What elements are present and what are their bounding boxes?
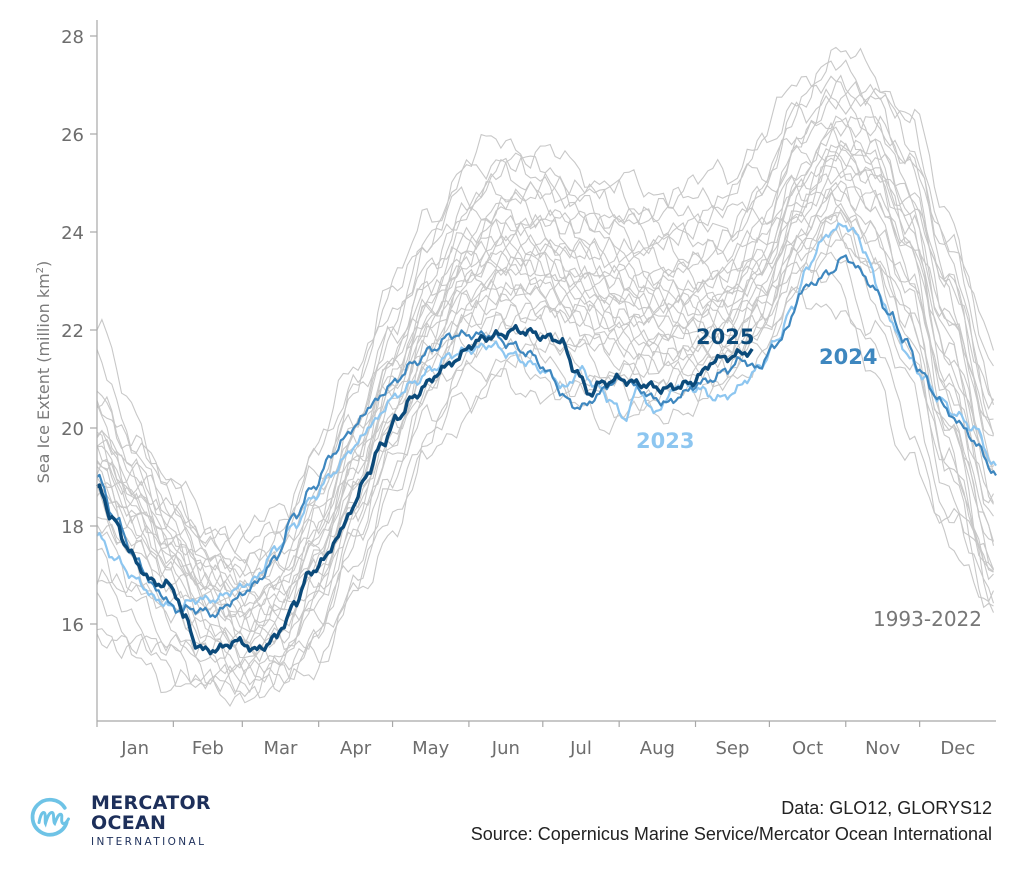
data-credit: Data: GLO12, GLORYS12 bbox=[781, 798, 992, 818]
y-tick-label: 22 bbox=[61, 321, 84, 342]
background-year-line bbox=[96, 139, 994, 612]
y-axis-title-main: Sea Ice Extent (million km bbox=[34, 273, 53, 483]
background-year-line bbox=[96, 232, 994, 694]
background-year-line bbox=[96, 202, 994, 666]
sea-ice-chart: 16 18 20 22 24 26 28 Jan Feb Mar Apr May Jun Jul Aug S… bbox=[34, 20, 997, 759]
series-line-2024 bbox=[96, 254, 997, 619]
y-axis-title-end: ) bbox=[34, 261, 53, 267]
background-year-line bbox=[96, 154, 994, 624]
background-year-line bbox=[96, 156, 994, 633]
x-tick-label: Feb bbox=[192, 738, 224, 759]
x-tick-label: Apr bbox=[340, 738, 372, 759]
x-ticks: Jan Feb Mar Apr May Jun Jul Aug Sep Oct Nov Dec bbox=[96, 721, 975, 759]
y-tick-label: 18 bbox=[61, 517, 84, 538]
x-tick-label: Mar bbox=[264, 738, 299, 759]
x-tick-label: Dec bbox=[940, 738, 975, 759]
credits: Data: GLO12, GLORYS12 Source: Copernicus… bbox=[471, 795, 992, 847]
logo-line-2: OCEAN bbox=[91, 812, 167, 834]
mercator-ocean-logo: MERCATOR OCEAN INTERNATIONAL bbox=[28, 793, 228, 853]
background-year-line bbox=[96, 251, 994, 693]
y-tick-label: 24 bbox=[61, 223, 84, 244]
logo-line-1: MERCATOR bbox=[91, 792, 211, 814]
source-credit: Source: Copernicus Marine Service/Mercat… bbox=[470, 824, 992, 844]
background-year-line bbox=[96, 75, 995, 565]
background-year-line bbox=[96, 214, 995, 683]
background-year-line bbox=[96, 88, 994, 584]
background-year-line bbox=[96, 150, 995, 635]
x-tick-label: Oct bbox=[792, 738, 823, 759]
y-tick-label: 16 bbox=[61, 615, 84, 636]
background-year-line bbox=[96, 74, 994, 579]
background-year-line bbox=[96, 46, 995, 555]
x-tick-label: Jan bbox=[120, 738, 149, 759]
background-year-line bbox=[96, 267, 995, 699]
x-tick-label: Jul bbox=[569, 738, 592, 759]
series-line-2023 bbox=[96, 222, 997, 614]
y-tick-label: 26 bbox=[61, 125, 84, 146]
y-axis-title: Sea Ice Extent (million km2) bbox=[34, 261, 53, 484]
x-tick-label: May bbox=[412, 738, 450, 759]
logo-line-3: INTERNATIONAL bbox=[91, 836, 207, 848]
logo-text: MERCATOR OCEAN INTERNATIONAL bbox=[91, 793, 211, 848]
x-tick-label: Nov bbox=[865, 738, 900, 759]
y-tick-label: 20 bbox=[61, 419, 84, 440]
background-year-line bbox=[96, 115, 994, 598]
background-years-lines bbox=[96, 46, 995, 708]
y-axis-title-superscript: 2 bbox=[35, 267, 46, 273]
axes: 16 18 20 22 24 26 28 Jan Feb Mar Apr May Jun Jul Aug S… bbox=[61, 20, 996, 759]
y-ticks: 16 18 20 22 24 26 28 bbox=[61, 27, 97, 636]
series-label-2025: 2025 bbox=[696, 325, 754, 349]
background-year-line bbox=[96, 80, 994, 577]
background-year-line bbox=[96, 139, 994, 618]
x-tick-label: Jun bbox=[491, 738, 520, 759]
highlighted-years-lines bbox=[96, 222, 997, 656]
logo-m-circle-icon bbox=[30, 797, 70, 837]
series-label-2024: 2024 bbox=[819, 345, 877, 369]
series-line-2025 bbox=[96, 324, 754, 656]
background-year-line bbox=[96, 286, 995, 708]
series-label-2023: 2023 bbox=[636, 429, 694, 453]
background-year-line bbox=[96, 181, 995, 644]
x-tick-label: Sep bbox=[715, 738, 749, 759]
background-range-label: 1993-2022 bbox=[873, 607, 982, 631]
background-year-line bbox=[96, 212, 994, 673]
y-tick-label: 28 bbox=[61, 27, 84, 48]
x-tick-label: Aug bbox=[640, 738, 675, 759]
